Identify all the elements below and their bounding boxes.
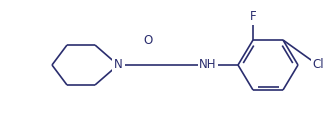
Text: F: F xyxy=(250,10,256,23)
Text: O: O xyxy=(143,34,153,47)
Text: N: N xyxy=(114,59,122,72)
Text: NH: NH xyxy=(199,59,217,72)
Text: Cl: Cl xyxy=(312,59,324,72)
